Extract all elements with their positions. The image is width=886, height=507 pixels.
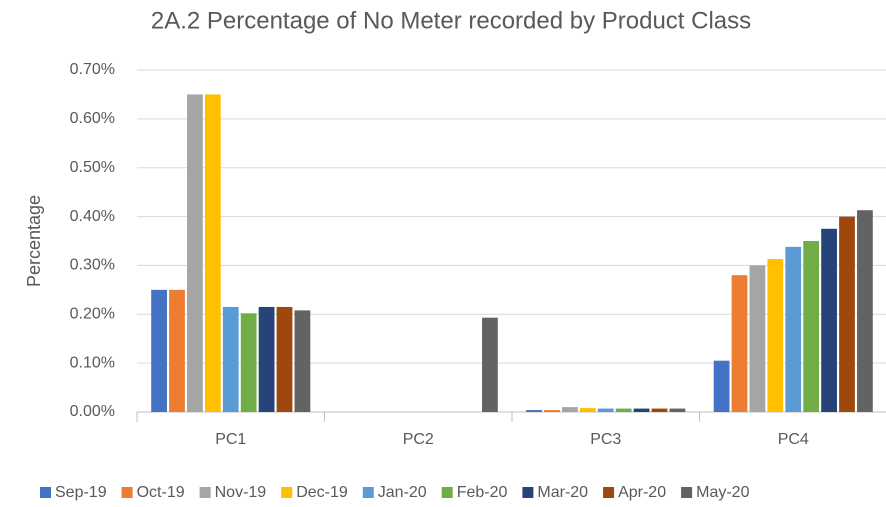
y-tick-label: 0.70% [70, 61, 115, 78]
y-tick-label: 0.30% [70, 257, 115, 274]
legend-label: Oct-19 [137, 484, 185, 501]
bar [526, 410, 542, 412]
legend-swatch [281, 487, 293, 498]
bar [222, 306, 239, 412]
bar [785, 246, 802, 412]
bar [839, 216, 855, 412]
legend-label: Sep-19 [55, 484, 107, 501]
y-tick-label: 0.10% [70, 354, 115, 371]
x-tick-label: PC4 [778, 431, 809, 448]
chart-title: 2A.2 Percentage of No Meter recorded by … [151, 7, 751, 34]
legend-swatch [603, 487, 615, 498]
bar [669, 408, 686, 412]
y-tick-label: 0.50% [70, 159, 115, 176]
bar [597, 408, 614, 412]
bar [562, 407, 578, 412]
bar [821, 228, 837, 412]
bar [713, 360, 730, 412]
bar [482, 317, 498, 412]
legend-label: Mar-20 [537, 484, 588, 501]
legend-swatch [522, 487, 534, 498]
y-tick-label: 0.20% [70, 306, 115, 323]
x-tick-label: PC3 [590, 431, 621, 448]
y-tick-label: 0.00% [70, 403, 115, 420]
bar [579, 408, 596, 412]
bar [633, 408, 650, 412]
bar [204, 94, 221, 412]
y-tick-label: 0.40% [70, 208, 115, 225]
bar [803, 241, 820, 412]
legend-swatch [40, 487, 51, 498]
bar [151, 289, 167, 412]
bar [169, 289, 185, 412]
legend-label: Dec-19 [296, 484, 348, 501]
bar [749, 265, 766, 412]
legend-swatch [681, 487, 693, 498]
x-tick-label: PC1 [215, 431, 246, 448]
legend-label: Feb-20 [457, 484, 508, 501]
bar [187, 94, 203, 412]
legend-swatch [199, 487, 211, 498]
bar [294, 310, 311, 412]
legend-swatch [441, 487, 453, 498]
y-axis-label: Percentage [24, 195, 44, 287]
bar [258, 306, 275, 412]
legend-label: Nov-19 [215, 484, 267, 501]
bar [651, 408, 668, 412]
legend-label: Jan-20 [378, 484, 427, 501]
legend-swatch [362, 487, 374, 498]
bar [240, 313, 257, 412]
y-tick-label: 0.60% [70, 110, 115, 127]
legend-swatch [121, 487, 133, 498]
legend-label: Apr-20 [618, 484, 666, 501]
x-tick-label: PC2 [403, 431, 434, 448]
bar [615, 408, 632, 412]
bar [767, 259, 784, 412]
bar [544, 410, 560, 412]
legend-label: May-20 [696, 484, 749, 501]
bar [276, 306, 293, 412]
bar [731, 275, 748, 412]
bar [857, 210, 873, 412]
